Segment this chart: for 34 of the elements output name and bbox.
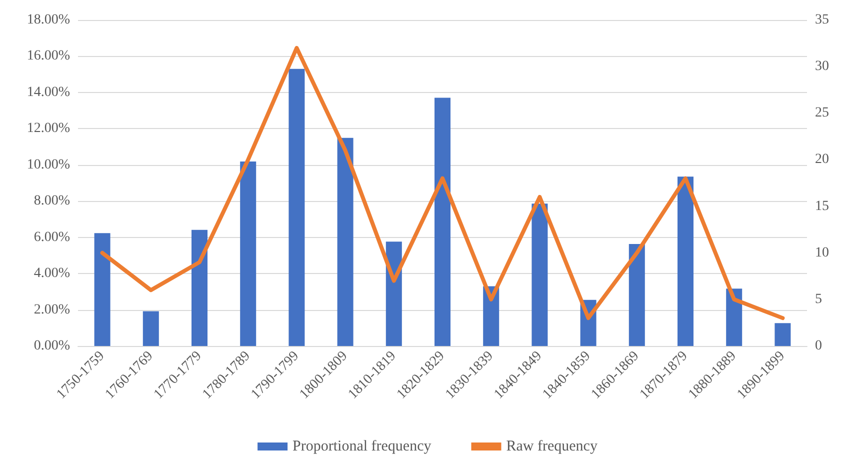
y-tick-label: 18.00%: [26, 12, 70, 28]
bar: [142, 311, 159, 346]
y-tick-label: 4.00%: [34, 266, 70, 282]
y2-tick-label: 5: [815, 292, 822, 307]
bar: [726, 288, 742, 346]
y-tick-label: 12.00%: [26, 121, 70, 136]
bar: [628, 244, 645, 346]
y-tick-label: 16.00%: [26, 48, 70, 64]
y-tick-label: 10.00%: [26, 157, 70, 172]
y2-tick-label: 15: [815, 198, 829, 214]
bar: [337, 138, 354, 346]
bar: [774, 323, 791, 346]
bar: [678, 176, 694, 346]
y-tick-label: 2.00%: [34, 302, 70, 318]
bar: [288, 68, 305, 346]
y2-tick-label: 35: [815, 12, 829, 28]
y2-tick-label: 0: [815, 338, 822, 354]
bar: [192, 230, 208, 346]
y-tick-label: 8.00%: [34, 194, 70, 209]
y2-tick-label: 20: [815, 152, 829, 168]
legend-label: Raw frequency: [506, 438, 598, 454]
y-tick-label: 6.00%: [34, 230, 70, 245]
bar: [240, 161, 256, 346]
bar: [386, 242, 402, 346]
y2-tick-label: 10: [815, 245, 829, 260]
y2-tick-label: 30: [815, 59, 829, 74]
bar: [434, 98, 450, 346]
y-tick-label: 14.00%: [26, 84, 70, 100]
bar: [94, 233, 110, 346]
legend-label: Proportional frequency: [292, 438, 432, 454]
y-tick-label: 0.00%: [34, 338, 70, 354]
y2-tick-label: 25: [815, 106, 829, 121]
line-series: [100, 46, 785, 320]
bar: [532, 204, 548, 346]
